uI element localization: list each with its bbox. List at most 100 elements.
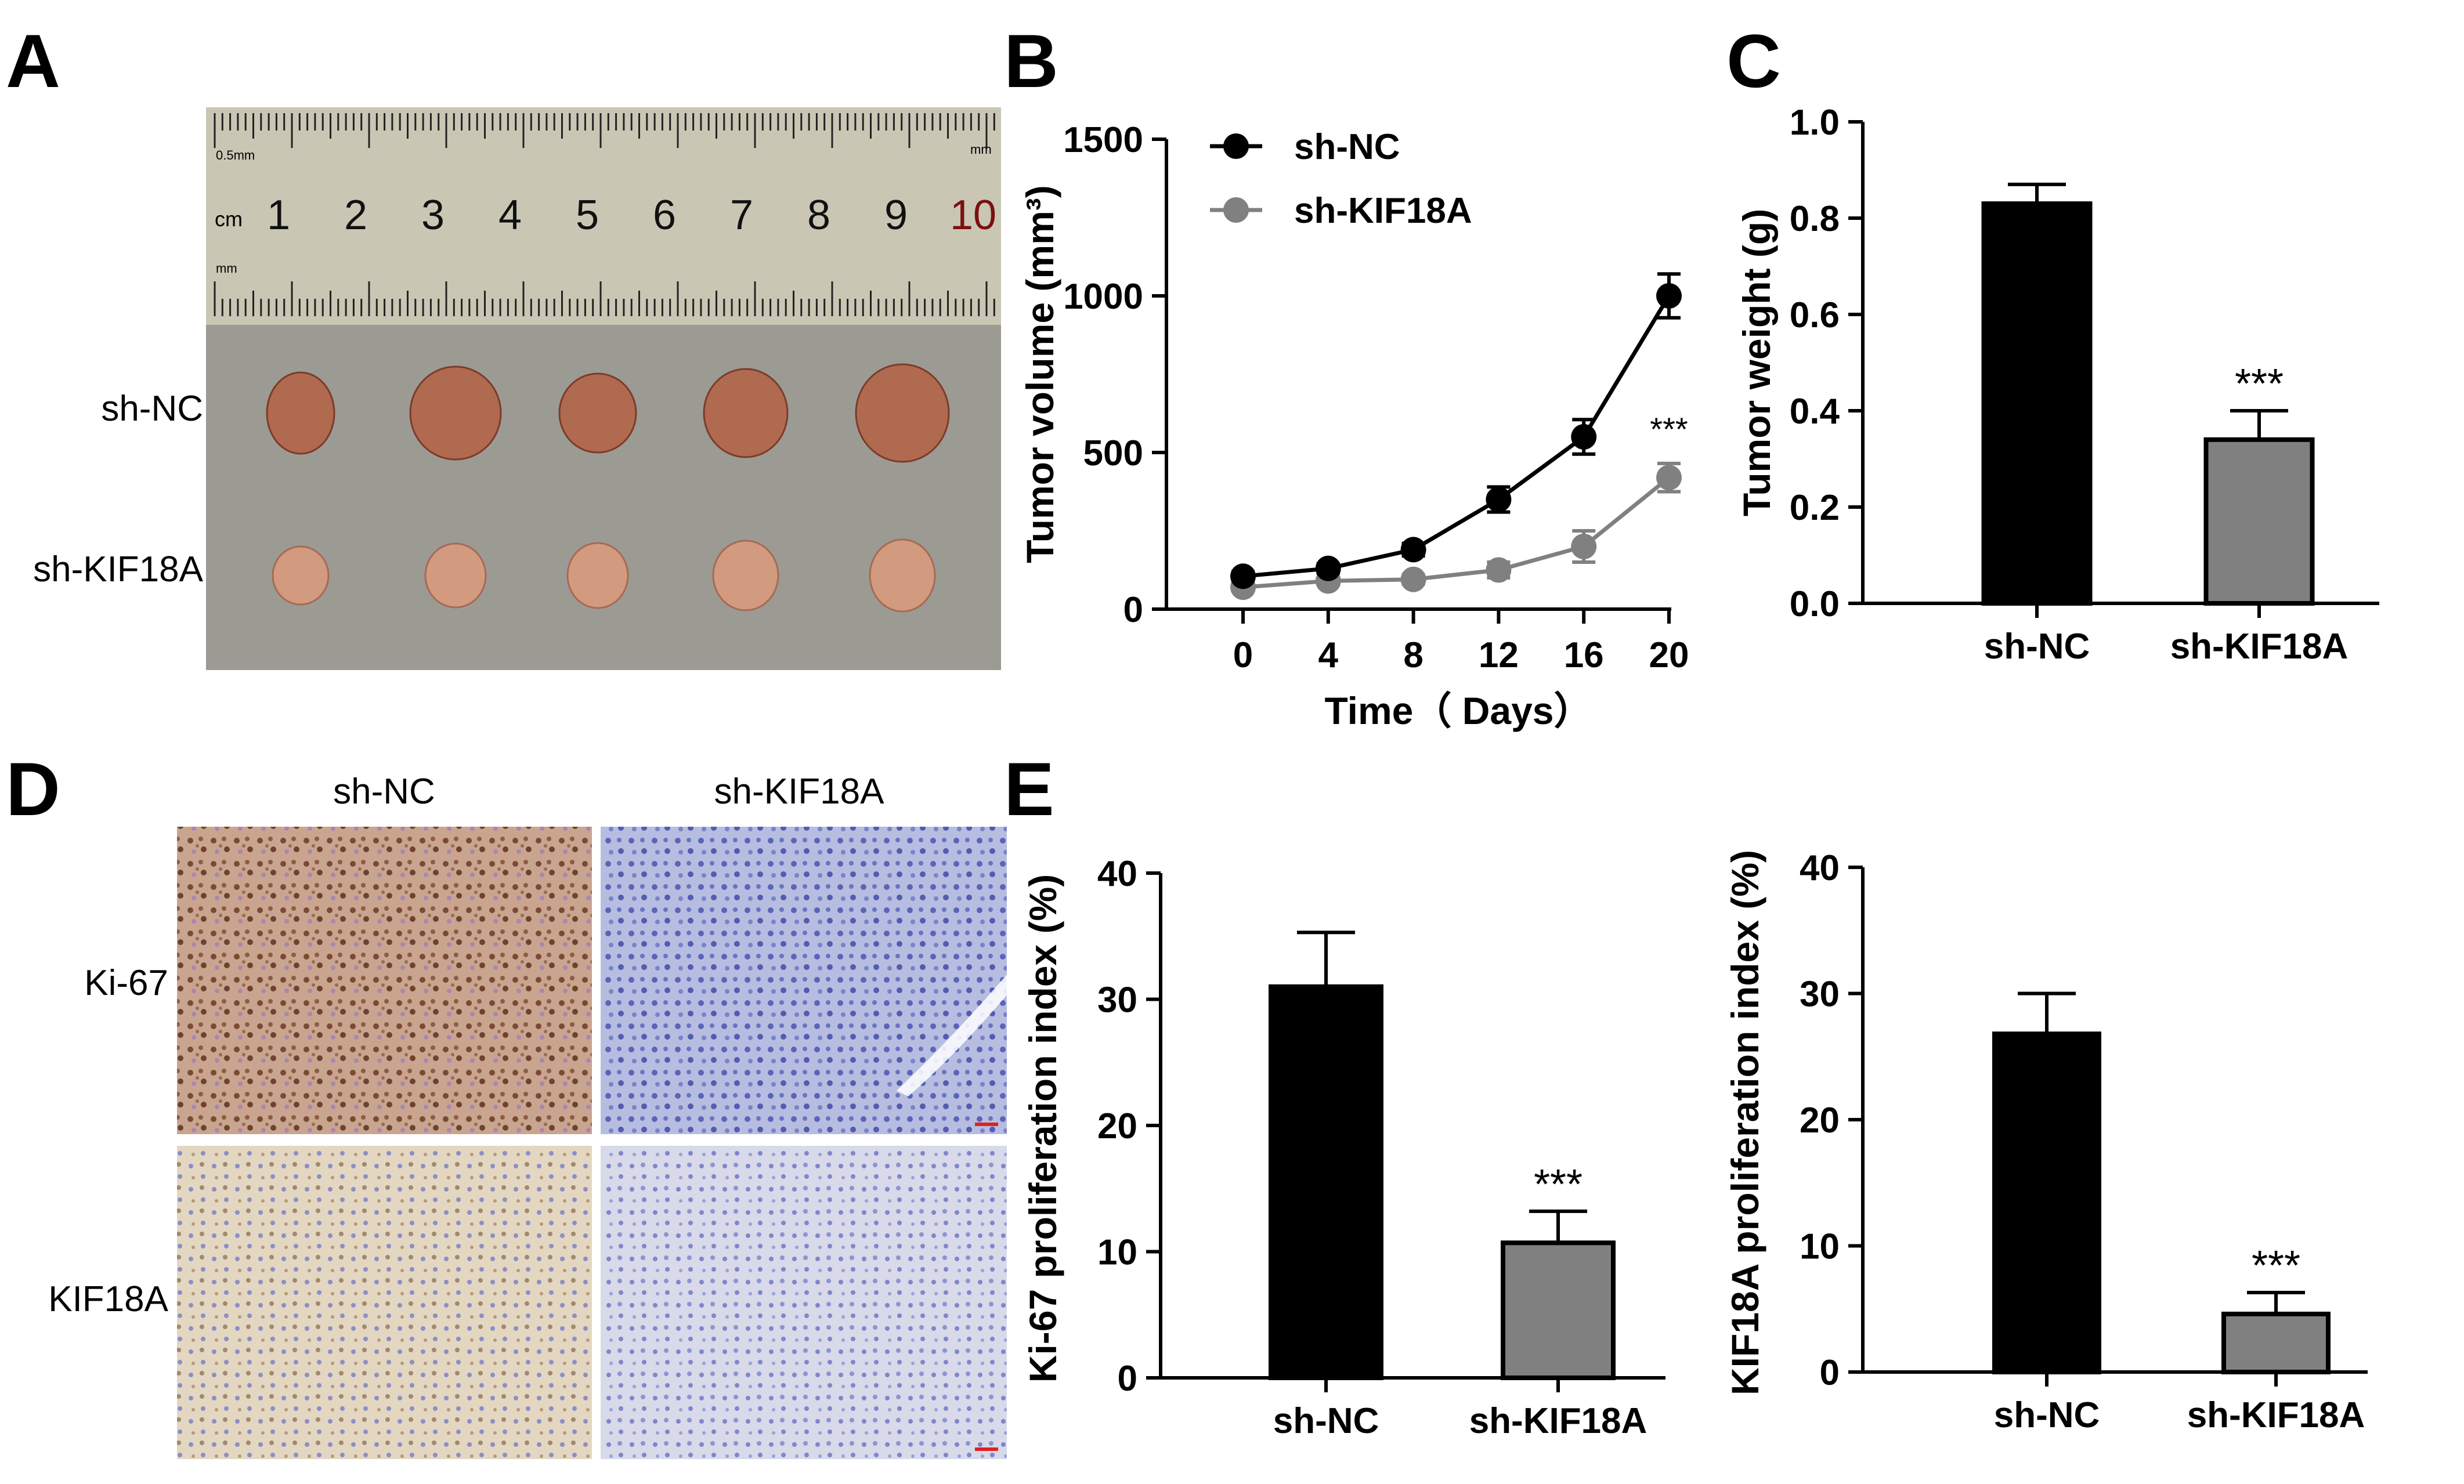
c-y-tick-label: 0.0 bbox=[1790, 584, 1840, 624]
e2-y-tick-label: 10 bbox=[1800, 1227, 1840, 1267]
a-row-label-sh-nc: sh-NC bbox=[101, 389, 203, 429]
c-bar-sh-nc bbox=[1981, 201, 2093, 606]
ruler bbox=[206, 107, 1001, 325]
e1-bar-sh-kif18a bbox=[1501, 1240, 1616, 1380]
b-point-sh-kif18a bbox=[1656, 465, 1682, 491]
ruler-number: 8 bbox=[807, 192, 830, 238]
tumor-sh-nc bbox=[855, 363, 950, 463]
d-row-label-kif18a: KIF18A bbox=[48, 1279, 168, 1319]
ihc-image-kif18a-sh-nc bbox=[177, 1146, 592, 1459]
ruler-right-note: mm bbox=[970, 142, 992, 157]
panel-letter-b: B bbox=[1004, 19, 1058, 103]
b-legend: sh-NC sh-KIF18A bbox=[1210, 127, 1472, 231]
b-legend-label-sh-kif18a: sh-KIF18A bbox=[1294, 191, 1472, 231]
chart-c: Tumor weight (g) 0.0 0.2 0.4 0.6 0.8 1.0 sh-NC… bbox=[1735, 103, 2379, 667]
ruler-number: 10 bbox=[950, 192, 996, 238]
b-point-sh-nc bbox=[1315, 555, 1341, 581]
c-x-tick-label-sh-nc: sh-NC bbox=[1984, 627, 2090, 667]
ruler-bottom-note: mm bbox=[216, 261, 237, 276]
panel-letter-d: D bbox=[6, 747, 60, 831]
panel-letter-a: A bbox=[6, 19, 60, 103]
e1-significance: *** bbox=[1534, 1161, 1583, 1208]
tumor-sh-nc bbox=[558, 372, 637, 454]
panel-letter-e: E bbox=[1004, 747, 1054, 831]
chart-e-ki67: Ki-67 proliferation index (%) 0 10 20 30 40 s… bbox=[1021, 854, 1665, 1441]
b-y-label: Tumor volume (mm³) bbox=[1018, 185, 1061, 563]
ruler-number: 3 bbox=[421, 192, 445, 238]
c-y-tick-label: 1.0 bbox=[1790, 103, 1840, 143]
ruler-number: 4 bbox=[498, 192, 522, 238]
b-point-sh-kif18a bbox=[1486, 557, 1512, 583]
tumor-sh-kif18a bbox=[272, 545, 330, 606]
tumor-sh-nc bbox=[703, 368, 789, 458]
b-y-tick-label: 1000 bbox=[1063, 277, 1143, 317]
tumor-sh-kif18a bbox=[712, 540, 779, 611]
tumor-sh-kif18a bbox=[869, 538, 936, 613]
e2-y-tick-label: 20 bbox=[1800, 1101, 1840, 1141]
ruler-numbers: 1 2 3 4 5 6 7 8 9 10 bbox=[267, 192, 996, 238]
ihc-image-kif18a-sh-kif18a bbox=[601, 1146, 1007, 1459]
c-y-tick-label: 0.6 bbox=[1790, 295, 1840, 335]
c-x-tick-label-sh-kif18a: sh-KIF18A bbox=[2170, 627, 2349, 667]
tumor-sh-kif18a bbox=[566, 542, 629, 609]
e1-x-tick-label-sh-kif18a: sh-KIF18A bbox=[1469, 1401, 1648, 1441]
tumors bbox=[266, 363, 950, 613]
e2-bar-sh-kif18a bbox=[2221, 1311, 2331, 1374]
e2-bar-sh-nc bbox=[1992, 1031, 2101, 1374]
b-legend-label-sh-nc: sh-NC bbox=[1294, 127, 1400, 167]
b-y-tick-label: 1500 bbox=[1063, 120, 1143, 160]
b-point-sh-nc bbox=[1656, 283, 1682, 309]
tumor-photo: cm 0.5mm mm mm 1 2 3 4 5 6 7 8 9 10 bbox=[206, 107, 1001, 670]
b-x-tick-label: 20 bbox=[1649, 635, 1689, 675]
scale-bar-kif18a bbox=[975, 1447, 998, 1451]
b-x-tick-label: 0 bbox=[1233, 635, 1253, 675]
ruler-number: 6 bbox=[653, 192, 676, 238]
e1-y-tick-label: 40 bbox=[1097, 854, 1137, 894]
b-legend-marker-sh-kif18a bbox=[1223, 197, 1249, 223]
b-point-sh-kif18a bbox=[1571, 534, 1597, 559]
c-y-tick-label: 0.2 bbox=[1790, 488, 1840, 528]
ruler-number: 2 bbox=[344, 192, 367, 238]
b-point-sh-nc bbox=[1571, 424, 1597, 450]
e2-significance: *** bbox=[2252, 1243, 2300, 1289]
e1-y-tick-label: 10 bbox=[1097, 1233, 1137, 1273]
chart-b: Tumor volume (mm³) Time（ Days） sh-NC sh-… bbox=[1018, 120, 1689, 732]
scale-bar-ki67 bbox=[975, 1123, 998, 1126]
c-y-tick-label: 0.8 bbox=[1790, 199, 1840, 239]
e1-y-tick-label: 30 bbox=[1097, 980, 1137, 1020]
ruler-ticks bbox=[214, 113, 995, 316]
e1-bar-sh-nc bbox=[1269, 984, 1383, 1380]
ruler-number: 9 bbox=[884, 192, 908, 238]
ihc-tissue-gap bbox=[897, 975, 1007, 1096]
b-y-tick-label: 0 bbox=[1123, 590, 1143, 630]
c-y-tick-label: 0.4 bbox=[1790, 392, 1840, 432]
b-y-tick-label: 500 bbox=[1083, 433, 1143, 473]
b-x-label: Time（ Days） bbox=[1325, 689, 1592, 732]
d-row-label-ki67: Ki-67 bbox=[84, 963, 168, 1003]
ruler-unit: cm bbox=[215, 207, 243, 231]
d-col-label-sh-nc: sh-NC bbox=[333, 772, 435, 812]
e2-x-tick-label-sh-nc: sh-NC bbox=[1994, 1395, 2100, 1435]
ruler-top-note: 0.5mm bbox=[216, 148, 255, 162]
ruler-number: 1 bbox=[267, 192, 290, 238]
e1-y-tick-label: 0 bbox=[1118, 1359, 1137, 1399]
e2-y-tick-label: 30 bbox=[1800, 975, 1840, 1015]
e2-x-tick-label-sh-kif18a: sh-KIF18A bbox=[2187, 1395, 2365, 1435]
d-col-label-sh-kif18a: sh-KIF18A bbox=[714, 772, 885, 812]
e1-x-tick-label-sh-nc: sh-NC bbox=[1273, 1401, 1379, 1441]
tumor-sh-nc bbox=[409, 365, 502, 461]
b-point-sh-nc bbox=[1486, 487, 1512, 512]
b-x-tick-label: 16 bbox=[1564, 635, 1604, 675]
e2-y-tick-label: 40 bbox=[1800, 848, 1840, 888]
b-point-sh-kif18a bbox=[1400, 566, 1426, 592]
b-point-sh-nc bbox=[1400, 537, 1426, 563]
b-point-sh-nc bbox=[1230, 563, 1256, 589]
b-series-line-sh-nc bbox=[1242, 295, 1671, 578]
ihc-image-ki67-sh-nc bbox=[177, 827, 592, 1134]
tumor-sh-nc bbox=[266, 371, 335, 455]
panel-letter-c: C bbox=[1726, 19, 1781, 103]
tumor-sh-kif18a bbox=[424, 542, 487, 609]
b-x-tick-label: 8 bbox=[1403, 635, 1423, 675]
ruler-number: 7 bbox=[730, 192, 753, 238]
b-x-tick-label: 12 bbox=[1479, 635, 1519, 675]
